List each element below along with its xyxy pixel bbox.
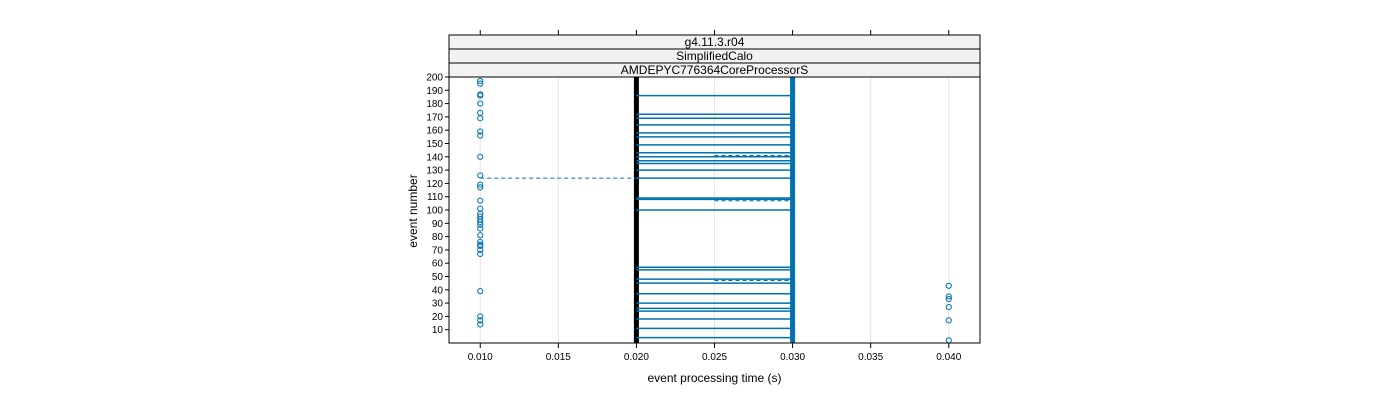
x-tick-label: 0.035 <box>858 352 883 363</box>
data-point <box>477 172 484 179</box>
y-tick-label: 180 <box>426 99 443 110</box>
data-point <box>477 321 484 328</box>
data-point <box>477 225 484 232</box>
x-tick-label: 0.020 <box>624 352 649 363</box>
y-tick-label: 110 <box>427 192 443 203</box>
y-tick-label: 190 <box>426 86 443 97</box>
data-point <box>477 250 484 257</box>
x-tick-label: 0.010 <box>468 352 493 363</box>
data-point <box>477 197 484 204</box>
data-point <box>477 92 484 99</box>
data-point <box>477 221 484 228</box>
y-tick-label: 60 <box>432 259 444 270</box>
strip-label-geometry: SimplifiedCalo <box>676 49 753 63</box>
data-point <box>945 282 952 289</box>
data-point <box>477 313 484 320</box>
data-point <box>945 296 952 303</box>
y-tick-label: 70 <box>432 245 444 256</box>
x-tick-label: 0.025 <box>702 352 727 363</box>
y-tick-label: 100 <box>426 206 443 217</box>
y-tick-label: 50 <box>432 272 444 283</box>
data-point <box>477 218 484 226</box>
data-point <box>477 238 484 246</box>
x-tick-label: 0.015 <box>546 352 571 363</box>
data-point <box>477 184 484 191</box>
top-axis-ticks <box>479 30 950 35</box>
data-point <box>945 293 952 300</box>
x-axis-label: event processing time (s) <box>647 371 781 385</box>
data-point <box>477 100 484 107</box>
y-axis-label: event number <box>406 174 420 247</box>
y-tick-label: 20 <box>432 312 444 323</box>
data-point <box>477 317 484 324</box>
data-point <box>477 77 484 85</box>
y-tick-label: 120 <box>426 179 443 190</box>
data-point <box>945 317 952 324</box>
data-point <box>477 128 484 135</box>
data-point <box>477 115 484 122</box>
strip-header-group: g4.11.3.r04 SimplifiedCalo AMDEPYC776364… <box>448 34 981 78</box>
y-tick-label: 80 <box>432 232 444 243</box>
y-axis: 10 20 30 40 50 60 70 80 90 100 110 120 130 140 150 160 1… <box>426 73 449 336</box>
y-tick-label: 130 <box>426 166 443 177</box>
x-tick-label: 0.030 <box>780 352 805 363</box>
data-point <box>477 132 484 139</box>
data-point <box>477 181 484 188</box>
strip-label-cpu: AMDEPYC776364CoreProcessorS <box>621 63 808 77</box>
data-point <box>477 288 484 295</box>
y-tick-label: 160 <box>426 126 443 137</box>
data-point <box>477 80 484 87</box>
data-points <box>477 77 952 344</box>
data-point <box>477 242 484 250</box>
x-axis: 0.010 0.015 0.020 0.025 0.030 0.035 0.040 <box>468 343 962 363</box>
y-tick-label: 30 <box>432 299 444 310</box>
y-tick-label: 40 <box>432 285 444 296</box>
data-point <box>477 232 484 239</box>
y-tick-label: 10 <box>432 325 444 336</box>
y-tick-label: 90 <box>432 219 444 230</box>
x-tick-label: 0.040 <box>936 352 961 363</box>
strip-label-version: g4.11.3.r04 <box>685 35 745 49</box>
range-segments <box>480 94 793 339</box>
data-point <box>477 246 484 253</box>
data-point <box>477 153 484 160</box>
data-point <box>945 303 952 311</box>
y-tick-label: 140 <box>426 152 443 163</box>
y-tick-label: 170 <box>426 112 443 123</box>
y-tick-label: 200 <box>426 73 443 84</box>
y-tick-label: 150 <box>426 139 443 150</box>
